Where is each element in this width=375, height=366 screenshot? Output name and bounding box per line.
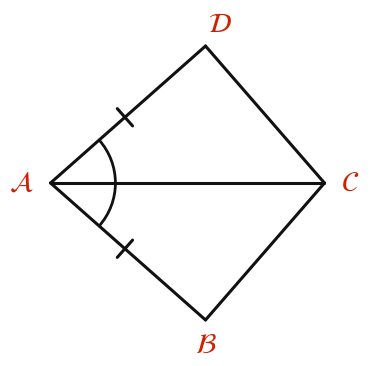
Text: $\mathcal{D}$: $\mathcal{D}$ [208, 10, 232, 38]
Text: $\mathcal{B}$: $\mathcal{B}$ [195, 331, 216, 359]
Text: $\mathcal{C}$: $\mathcal{C}$ [340, 169, 359, 197]
Text: $\mathcal{A}$: $\mathcal{A}$ [9, 169, 34, 197]
